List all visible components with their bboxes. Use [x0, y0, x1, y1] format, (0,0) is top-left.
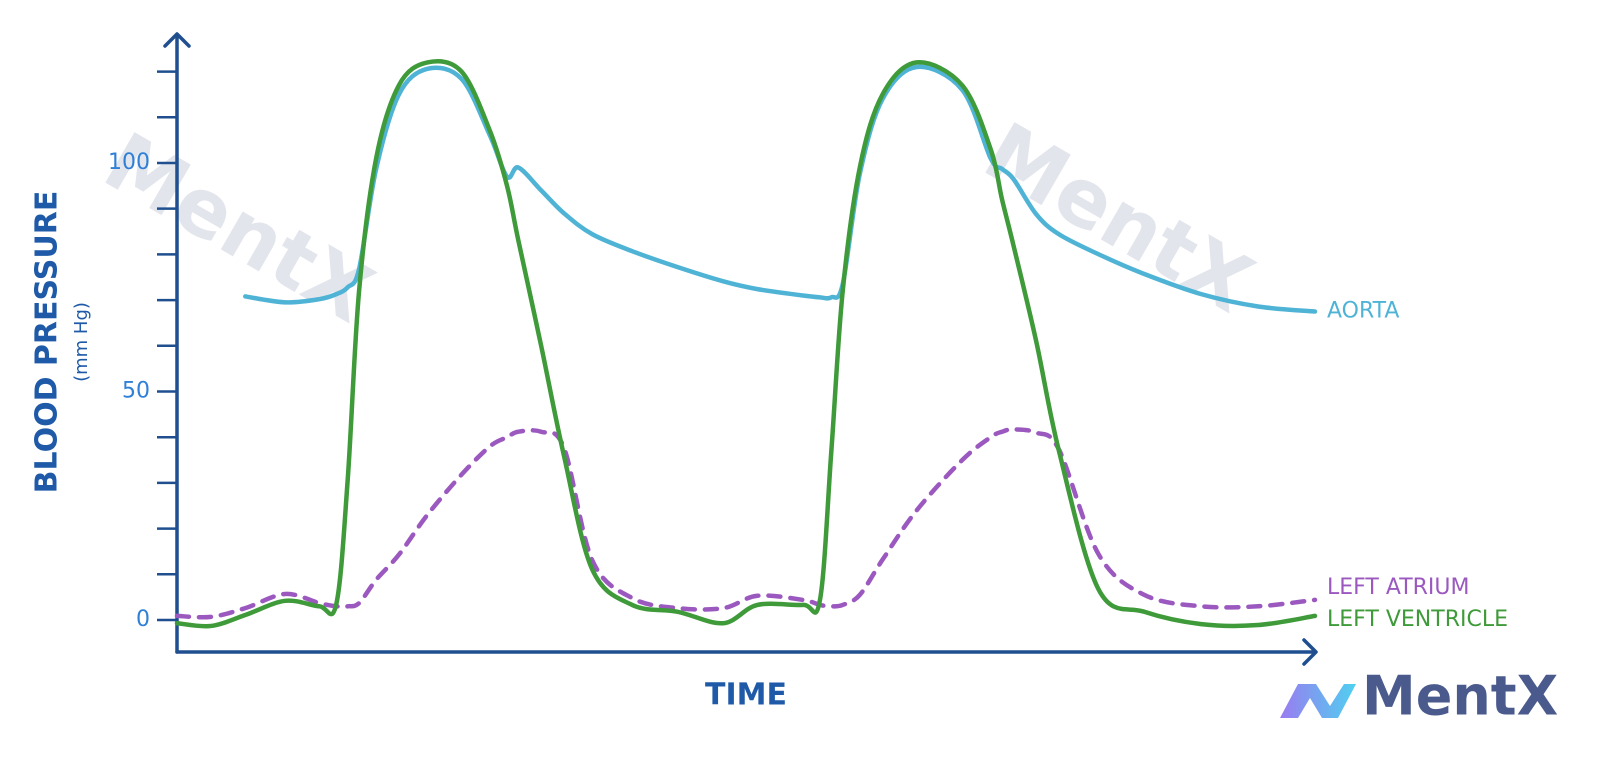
x-axis-title: TIME	[705, 678, 787, 713]
watermark: MentX	[970, 105, 1268, 331]
y-axis-unit: (mm Hg)	[71, 302, 92, 382]
y-axis-title: BLOOD PRESSURE	[30, 191, 65, 494]
logo-mark	[1280, 684, 1356, 718]
series-label: LEFT VENTRICLE	[1327, 607, 1508, 632]
series-line	[174, 59, 1318, 629]
logo-text: MentX	[1362, 665, 1558, 728]
watermarks: MentX MentX	[90, 105, 1268, 341]
y-tick-label: 0	[136, 607, 150, 632]
x-axis	[175, 638, 1318, 666]
y-tick-label: 100	[108, 150, 150, 175]
watermark: MentX	[90, 115, 388, 341]
series-label: LEFT ATRIUM	[1327, 575, 1470, 600]
y-axis	[163, 32, 191, 654]
logo: MentX	[1280, 665, 1558, 728]
series-label: AORTA	[1327, 299, 1399, 324]
series-line	[174, 427, 1318, 620]
y-tick-label: 50	[122, 378, 150, 403]
